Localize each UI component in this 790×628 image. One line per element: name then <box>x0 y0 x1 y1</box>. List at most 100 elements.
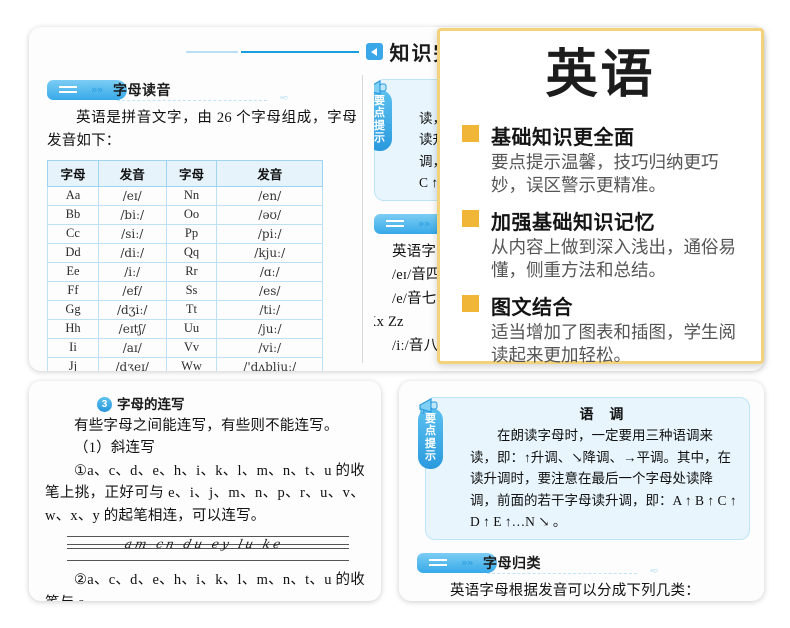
megaphone-icon <box>374 79 387 95</box>
handwriting-staff: am cn du ey lu ke <box>67 532 349 566</box>
section-tail-rule <box>117 93 287 102</box>
letter-cell: Nn <box>165 185 218 206</box>
letter-cell: Qq <box>165 242 218 263</box>
pronunciation-cell: /piː/ <box>216 223 323 244</box>
header-dash-left <box>185 50 238 53</box>
tip-paragraph: 在朗读字母时，一定要用三种语调来读，即：↑升调、↘降调、→平调。其中，在读升调时… <box>470 425 739 533</box>
section-index-badge <box>374 213 454 234</box>
tip-paragraph-text: 在朗读字母时，一定要用三种语调来读，即：↑升调、↘降调、→平调。其中，在读升调时… <box>470 428 737 530</box>
classification-line: Xx Zz <box>374 314 404 331</box>
section-chevron-icon: »» <box>91 83 104 96</box>
letter-cell: Aa <box>47 185 99 206</box>
subsection-title: 字母的连写 <box>117 397 185 412</box>
pronunciation-cell: /siː/ <box>97 223 167 244</box>
feature-heading: 加强基础知识记忆 <box>491 211 655 234</box>
pronunciation-cell: /'dʌbljuː/ <box>216 356 323 371</box>
table-row: Gg/dʒiː/Tt/tiː/ <box>47 299 323 320</box>
table-column-header: 字母 <box>165 159 218 187</box>
pronunciation-cell: /əʊ/ <box>216 204 323 225</box>
intro-paragraph: 英语是拼音文字，由 26 个字母组成，字母发音如下： <box>47 110 357 150</box>
section-index-badge <box>417 552 497 573</box>
table-row: Ii/aɪ/Vv/viː/ <box>47 337 323 358</box>
tip-tab-char-3: 提 <box>374 119 385 132</box>
table-row: Hh/eɪtʃ/Uu/juː/ <box>47 318 323 339</box>
table-row: Jj/dʒeɪ/Ww/'dʌbljuː/ <box>47 356 323 371</box>
tip-box-intonation-full: 要 点 提 示 语 调 在朗读字母时，一定要用三种语调来读，即：↑升调、↘降调、… <box>418 397 750 540</box>
joining-paragraph-4: ②a、c、d、e、h、i、k、l、m、n、t、u 的收笔与 a、 <box>45 572 365 601</box>
letter-cell: Ff <box>47 280 99 301</box>
table-row: Aa/eɪ/Nn/en/ <box>47 185 323 206</box>
table-column-header: 发音 <box>97 159 167 187</box>
square-bullet-icon <box>462 294 479 312</box>
tip-title: 语 调 <box>579 406 630 422</box>
subsection-header: 3 字母的连写 <box>29 381 381 415</box>
pronunciation-cell: /es/ <box>216 280 323 301</box>
classification-line: 英语字母 <box>392 243 451 260</box>
square-bullet-icon <box>462 209 479 227</box>
tip-tab-char-1: 要 <box>374 95 385 107</box>
overlay-feature-item: 图文结合 适当增加了图表和插图，学生阅读起来更加轻松。 <box>456 291 745 368</box>
pronunciation-cell: /aɪ/ <box>97 337 167 358</box>
tip-tab-char-2: 点 <box>425 425 436 438</box>
classification-line: /iː/音八 <box>392 337 439 354</box>
classification-intro: 英语字母根据发音可以分成下列几类： <box>450 582 700 599</box>
section-header-letter-pronunciation: »» 字母读音 <box>47 79 357 103</box>
letter-cell: Hh <box>47 318 99 339</box>
section-title: 字母归类 <box>483 554 541 571</box>
pronunciation-cell: /eɪ/ <box>97 185 167 206</box>
table-row: Ee/iː/Rr/ɑː/ <box>47 261 323 282</box>
pronunciation-cell: /iː/ <box>97 261 167 282</box>
classification-line: /e/音七 <box>392 290 437 307</box>
letter-cell: Jj <box>47 356 99 371</box>
tip-tab-char-4: 示 <box>374 131 385 144</box>
overlay-feature-item: 基础知识更全面 要点提示温馨，技巧归纳更巧妙，误区警示更精准。 <box>456 121 745 198</box>
letter-cell: Ii <box>47 337 99 358</box>
table-row: Dd/diː/Qq/kjuː/ <box>47 242 323 263</box>
letter-cell: Gg <box>47 299 99 320</box>
letter-cell: Ww <box>165 356 218 371</box>
alphabet-table: 字母 发音 字母 发音 Aa/eɪ/Nn/en/Bb/biː/Oo/əʊ/Cc/siː… <box>47 159 323 371</box>
joining-paragraph-1: 有些字母之间能连写，有些则不能连写。 <box>74 418 339 434</box>
feature-body: 从内容上做到深入浅出，通俗易懂，侧重方法和总结。 <box>491 236 736 281</box>
section-chevron-icon: »» <box>461 555 474 569</box>
subject-overlay-panel: 英语 基础知识更全面 要点提示温馨，技巧归纳更巧妙，误区警示更精准。 加强基础知… <box>437 28 764 365</box>
cursive-sample: am cn du ey lu ke <box>123 537 285 552</box>
table-column-header: 字母 <box>47 159 99 187</box>
letter-cell: Ee <box>47 261 99 282</box>
letter-joining-card: 3 字母的连写 有些字母之间能连写，有些则不能连写。 （1）斜连写 ①a、c、d、… <box>29 381 381 601</box>
feature-body: 适当增加了图表和插图，学生阅读起来更加轻松。 <box>491 321 736 366</box>
overlay-title-wrap: 英语 <box>456 43 745 113</box>
pronunciation-cell: /tiː/ <box>216 299 323 320</box>
section-title: 字母读音 <box>113 82 171 98</box>
megaphone-icon <box>419 397 438 414</box>
pronunciation-cell: /biː/ <box>97 204 167 225</box>
staff-line <box>67 548 349 550</box>
letter-cell: Oo <box>165 204 218 225</box>
tip-tab-label: 要 点 提 示 <box>418 397 443 470</box>
pronunciation-cell: /ɑː/ <box>216 261 323 282</box>
letter-cell: Ss <box>165 280 218 301</box>
pronunciation-cell: /juː/ <box>216 318 323 339</box>
letter-cell: Dd <box>47 242 99 263</box>
feature-heading: 基础知识更全面 <box>491 127 635 149</box>
joining-paragraph-2: （1）斜连写 <box>74 440 155 457</box>
table-header-row: 字母 发音 字母 发音 <box>47 159 323 187</box>
overlay-feature-item: 加强基础知识记忆 从内容上做到深入浅出，通俗易懂，侧重方法和总结。 <box>456 206 745 283</box>
letter-joining-body: 有些字母之间能连写，有些则不能连写。 （1）斜连写 ①a、c、d、e、h、i、k… <box>29 415 381 601</box>
table-row: Bb/biː/Oo/əʊ/ <box>47 204 323 225</box>
section-tail-rule <box>487 566 657 575</box>
tip-tab-char-3: 提 <box>425 437 436 450</box>
pronunciation-cell: /dʒiː/ <box>97 299 167 320</box>
letter-cell: Vv <box>165 337 218 358</box>
letter-cell: Uu <box>165 318 218 339</box>
pronunciation-cell: /eɪtʃ/ <box>97 318 167 339</box>
letter-cell: Tt <box>165 299 218 320</box>
classification-line: /eɪ/音四 <box>392 267 441 284</box>
triangle-left-icon[interactable] <box>365 43 383 60</box>
tip-tab-char-2: 点 <box>374 107 385 120</box>
overlay-title-text: 英语 <box>545 46 656 104</box>
section-chevron-icon: »» <box>418 216 431 230</box>
letter-cell: Bb <box>47 204 99 225</box>
table-column-header: 发音 <box>216 159 323 187</box>
